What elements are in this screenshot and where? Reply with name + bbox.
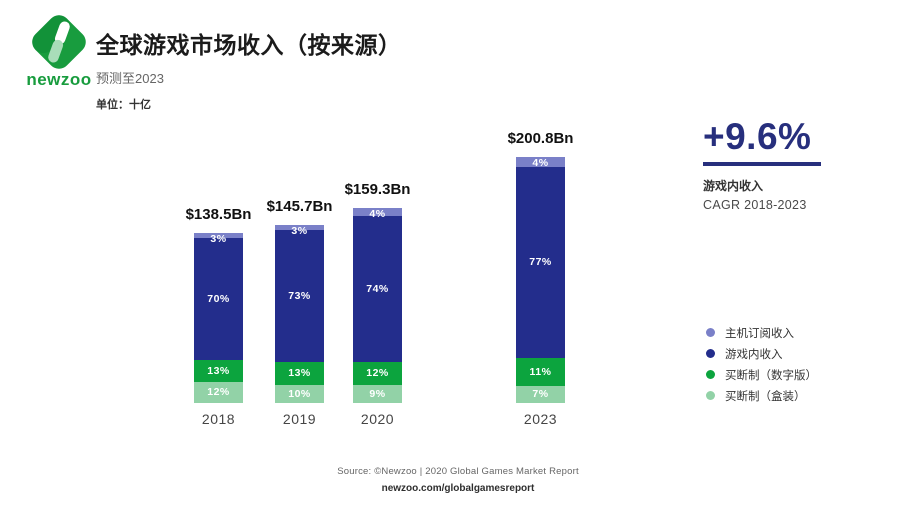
bar-segment: 11% xyxy=(516,358,565,386)
report-url: newzoo.com/globalgamesreport xyxy=(381,483,535,494)
x-axis-label: 2020 xyxy=(360,411,395,427)
legend-label: 买断制（盒装） xyxy=(725,390,806,403)
footer: Source: ©Newzoo | 2020 Global Games Mark… xyxy=(337,466,579,494)
bar-segment: 3% xyxy=(275,225,324,236)
segment-percent-label: 4% xyxy=(369,208,386,220)
cagr-value: +9.6% xyxy=(703,116,812,157)
title-block: 全球游戏市场收入（按来源） 预测至2023 单位：十亿 xyxy=(96,26,402,112)
bar-total-label: $145.7Bn xyxy=(266,198,333,215)
bar-segment: 9% xyxy=(353,385,402,403)
legend-item: 游戏内收入 xyxy=(706,343,817,364)
cagr-period-label: CAGR 2018-2023 xyxy=(703,198,807,212)
segment-percent-label: 9% xyxy=(369,387,386,400)
legend-dot-icon xyxy=(706,391,715,400)
legend-item: 买断制（数字版） xyxy=(706,364,817,385)
bar-total-label: $200.8Bn xyxy=(507,130,574,147)
segment-percent-label: 3% xyxy=(291,225,308,237)
bar-total-label: $159.3Bn xyxy=(344,181,411,198)
bar-segment: 74% xyxy=(353,215,402,362)
bar-segment: 12% xyxy=(194,382,243,403)
segment-percent-label: 70% xyxy=(207,292,230,305)
legend-dot-icon xyxy=(706,370,715,379)
segment-percent-label: 11% xyxy=(529,365,552,378)
segment-percent-label: 3% xyxy=(210,233,227,245)
segment-percent-label: 13% xyxy=(288,367,311,380)
legend-label: 游戏内收入 xyxy=(725,348,783,361)
bar-segment: 73% xyxy=(275,230,324,362)
bar-2023: 4% 77% 11% 7% xyxy=(516,157,565,403)
cagr-underline xyxy=(703,162,821,166)
page-subtitle: 预测至2023 xyxy=(96,71,164,86)
x-axis-label: 2018 xyxy=(201,411,236,427)
newzoo-logo: newzoo xyxy=(22,12,96,90)
bar-segment: 3% xyxy=(194,233,243,244)
newzoo-wordmark: newzoo xyxy=(26,70,92,89)
legend-dot-icon xyxy=(706,328,715,337)
bar-2020: 4% 74% 12% 9% xyxy=(353,208,402,403)
bar-segment: 10% xyxy=(275,385,324,403)
chart-legend: 主机订阅收入 游戏内收入买断制（数字版） 买断制（盒装） xyxy=(706,322,817,406)
segment-percent-label: 10% xyxy=(288,387,311,400)
segment-percent-label: 77% xyxy=(529,256,552,269)
bar-segment: 70% xyxy=(194,238,243,360)
unit-label: 单位：十亿 xyxy=(96,99,151,111)
segment-percent-label: 7% xyxy=(532,388,549,401)
segment-percent-label: 12% xyxy=(366,367,389,380)
source-text: Source: ©Newzoo | 2020 Global Games Mark… xyxy=(337,466,579,477)
legend-item: 买断制（盒装） xyxy=(706,385,817,406)
page-title: 全球游戏市场收入（按来源） xyxy=(96,32,402,58)
cagr-metric-label: 游戏内收入 xyxy=(703,179,764,193)
bar-segment: 12% xyxy=(353,361,402,386)
bar-2018: 3% 70% 13% 12% xyxy=(194,233,243,403)
segment-percent-label: 13% xyxy=(207,364,230,377)
bar-total-label: $138.5Bn xyxy=(185,206,252,223)
newzoo-logo-icon xyxy=(32,15,86,69)
bar-segment: 4% xyxy=(516,157,565,169)
bar-segment: 77% xyxy=(516,166,565,359)
segment-percent-label: 74% xyxy=(366,282,389,295)
x-axis-label: 2019 xyxy=(282,411,317,427)
segment-percent-label: 73% xyxy=(288,289,311,302)
bar-segment: 4% xyxy=(353,208,402,219)
legend-item: 主机订阅收入 xyxy=(706,322,817,343)
legend-dot-icon xyxy=(706,349,715,358)
x-axis-label: 2023 xyxy=(523,411,558,427)
bar-segment: 13% xyxy=(275,361,324,385)
cagr-highlight: +9.6% 游戏内收入 CAGR 2018-2023 xyxy=(703,118,883,212)
legend-label: 买断制（数字版） xyxy=(725,369,817,382)
bar-segment: 7% xyxy=(516,385,565,403)
bar-segment: 13% xyxy=(194,359,243,383)
legend-label: 主机订阅收入 xyxy=(725,327,794,340)
segment-percent-label: 4% xyxy=(532,157,549,169)
segment-percent-label: 12% xyxy=(207,386,230,399)
bar-2019: 3% 73% 13% 10% xyxy=(275,225,324,403)
